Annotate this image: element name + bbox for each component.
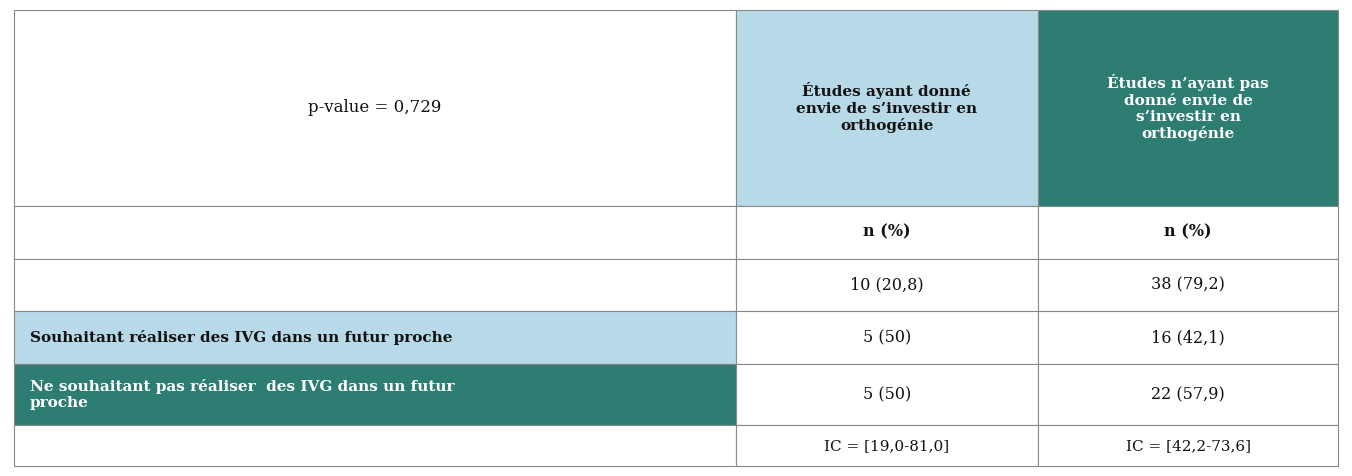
FancyBboxPatch shape bbox=[14, 426, 735, 466]
FancyBboxPatch shape bbox=[735, 364, 1038, 426]
Text: Ne souhaitant pas réaliser  des IVG dans un futur
proche: Ne souhaitant pas réaliser des IVG dans … bbox=[30, 379, 454, 410]
Text: 5 (50): 5 (50) bbox=[863, 386, 911, 403]
FancyBboxPatch shape bbox=[14, 258, 735, 311]
Text: n (%): n (%) bbox=[1164, 224, 1211, 241]
Text: p-value = 0,729: p-value = 0,729 bbox=[308, 99, 441, 116]
FancyBboxPatch shape bbox=[14, 364, 735, 426]
Text: Études n’ayant pas
donné envie de
s’investir en
orthogénie: Études n’ayant pas donné envie de s’inve… bbox=[1107, 74, 1270, 141]
Text: IC = [42,2-73,6]: IC = [42,2-73,6] bbox=[1126, 439, 1251, 453]
Text: 16 (42,1): 16 (42,1) bbox=[1151, 329, 1225, 346]
FancyBboxPatch shape bbox=[1038, 206, 1338, 258]
FancyBboxPatch shape bbox=[14, 311, 735, 364]
FancyBboxPatch shape bbox=[735, 311, 1038, 364]
Text: n (%): n (%) bbox=[863, 224, 910, 241]
FancyBboxPatch shape bbox=[14, 10, 735, 206]
Text: Souhaitant réaliser des IVG dans un futur proche: Souhaitant réaliser des IVG dans un futu… bbox=[30, 330, 452, 345]
FancyBboxPatch shape bbox=[1038, 258, 1338, 311]
FancyBboxPatch shape bbox=[1038, 426, 1338, 466]
FancyBboxPatch shape bbox=[735, 10, 1038, 206]
Text: 5 (50): 5 (50) bbox=[863, 329, 911, 346]
FancyBboxPatch shape bbox=[735, 426, 1038, 466]
FancyBboxPatch shape bbox=[14, 206, 735, 258]
FancyBboxPatch shape bbox=[1038, 311, 1338, 364]
Text: Études ayant donné
envie de s’investir en
orthogénie: Études ayant donné envie de s’investir e… bbox=[796, 82, 977, 133]
FancyBboxPatch shape bbox=[735, 258, 1038, 311]
Text: IC = [19,0-81,0]: IC = [19,0-81,0] bbox=[825, 439, 949, 453]
Text: 22 (57,9): 22 (57,9) bbox=[1151, 386, 1225, 403]
Text: 10 (20,8): 10 (20,8) bbox=[850, 277, 923, 293]
FancyBboxPatch shape bbox=[1038, 10, 1338, 206]
FancyBboxPatch shape bbox=[735, 206, 1038, 258]
Text: 38 (79,2): 38 (79,2) bbox=[1151, 277, 1225, 293]
FancyBboxPatch shape bbox=[1038, 364, 1338, 426]
